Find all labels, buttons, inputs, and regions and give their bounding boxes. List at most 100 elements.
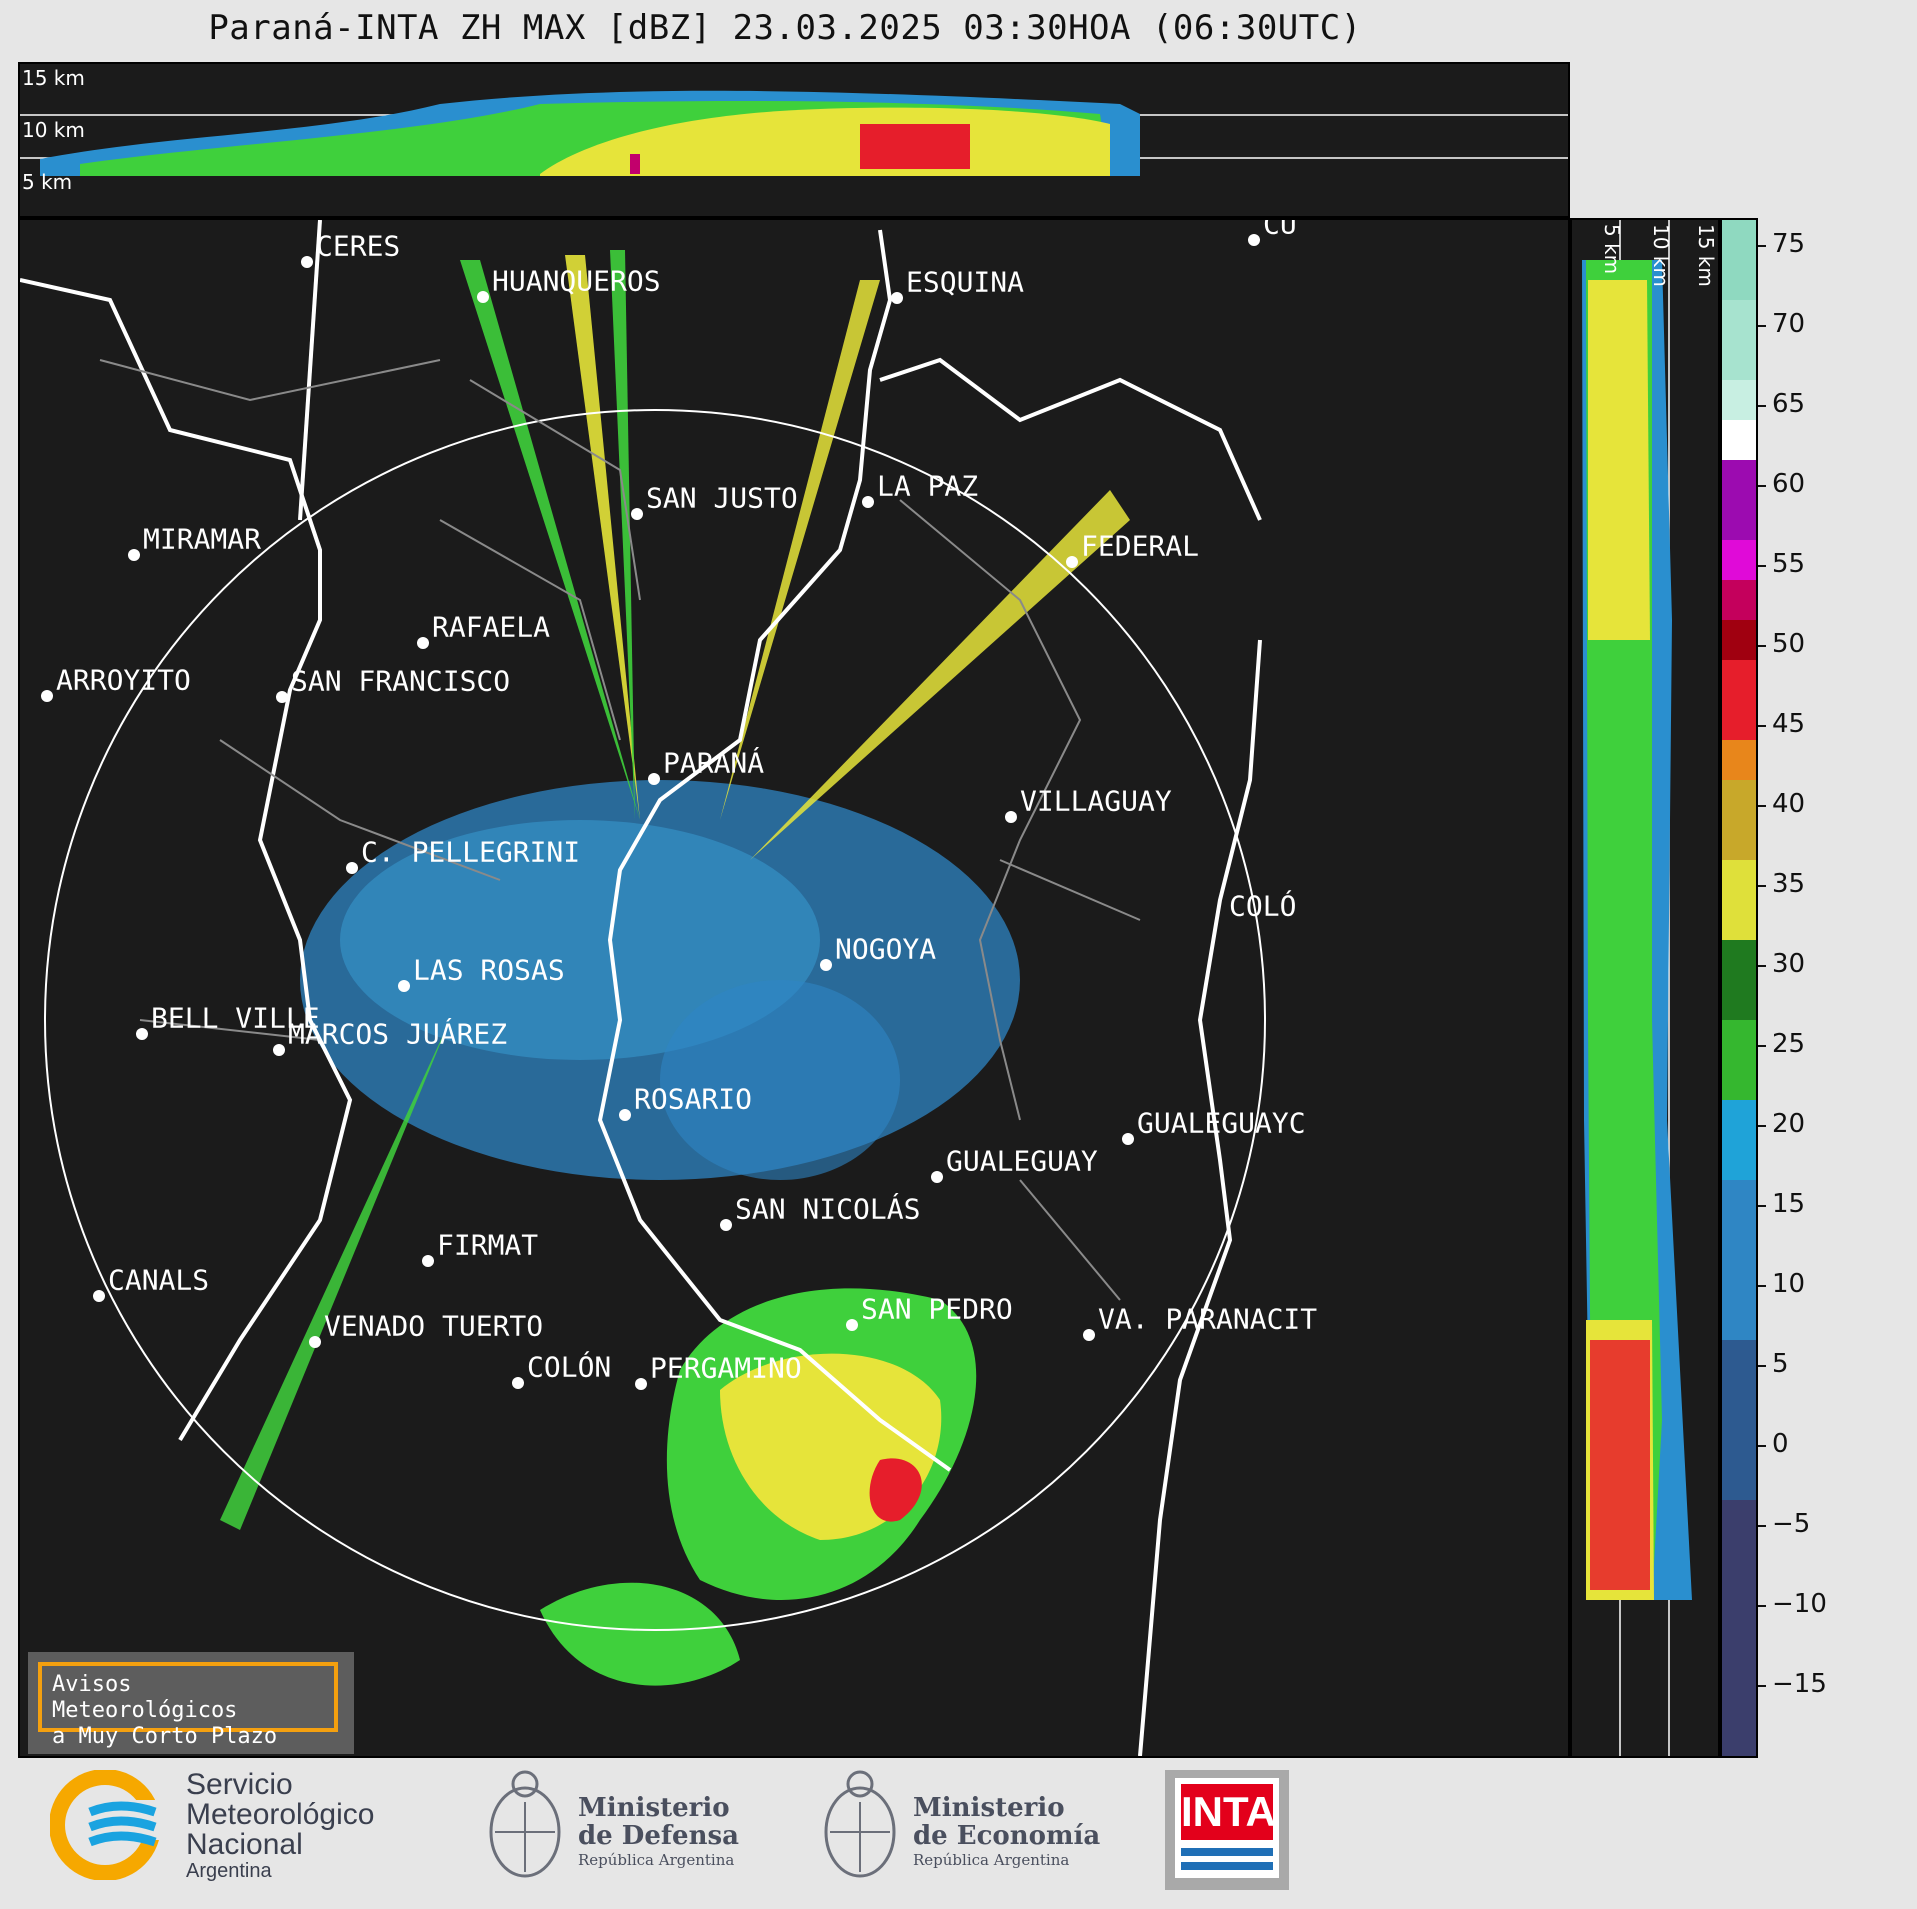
city-dot — [417, 637, 429, 649]
colorbar-label: −15 — [1772, 1669, 1827, 1699]
colorbar-label: 0 — [1772, 1429, 1789, 1459]
colorbar-label: 10 — [1772, 1269, 1806, 1299]
colorbar-tick — [1758, 1365, 1766, 1367]
colorbar-label: 45 — [1772, 709, 1806, 739]
city-label-marcos-juarez: MARCOS JUÁREZ — [288, 1017, 508, 1051]
city-label-san-francisco: SAN FRANCISCO — [291, 664, 511, 698]
city-label-c-pellegrini: C. PELLEGRINI — [361, 835, 581, 869]
colorbar-tick — [1758, 405, 1766, 407]
city-dot — [512, 1377, 524, 1389]
colorbar-tick — [1758, 565, 1766, 567]
defensa-line-3: República Argentina — [578, 1851, 735, 1869]
city-dot — [309, 1336, 321, 1348]
city-dot — [862, 496, 874, 508]
plot-title: Paraná-INTA ZH MAX [dBZ] 23.03.2025 03:3… — [208, 8, 1362, 48]
height-label-10km: 10 km — [22, 118, 85, 142]
height-label-10km-side: 10 km — [1649, 224, 1673, 287]
argentina-shield-icon — [824, 1770, 896, 1878]
city-label-rosario: ROSARIO — [634, 1082, 753, 1116]
colorbar-label: 55 — [1772, 549, 1806, 579]
colorbar-tick — [1758, 1045, 1766, 1047]
city-dot — [820, 959, 832, 971]
colorbar-tick — [1758, 1205, 1766, 1207]
city-dot — [136, 1028, 148, 1040]
city-dot — [346, 862, 358, 874]
city-label-la-paz: LA PAZ — [877, 469, 979, 503]
colorbar-tick — [1758, 485, 1766, 487]
city-label-cu: CU — [1263, 218, 1297, 241]
city-label-nogoya: NOGOYA — [835, 932, 937, 966]
height-label-5km: 5 km — [22, 170, 73, 194]
city-dot — [846, 1319, 858, 1331]
city-dot — [422, 1255, 434, 1267]
city-dot — [1005, 811, 1017, 823]
smn-line-4: Argentina — [186, 1860, 272, 1882]
colorbar-label: 40 — [1772, 789, 1806, 819]
smn-logo: Servicio Meteorológico Nacional Argentin… — [50, 1770, 420, 1882]
colorbar-label: 75 — [1772, 229, 1806, 259]
city-label-rafaela: RAFAELA — [432, 610, 551, 644]
city-label-va-paranacit: VA. PARANACIT — [1098, 1302, 1318, 1336]
city-label-esquina: ESQUINA — [906, 265, 1025, 299]
height-label-15km: 15 km — [22, 66, 85, 90]
height-label-5km-side: 5 km — [1600, 224, 1624, 275]
aviso-box: Avisos Meteorológicos a Muy Corto Plazo — [28, 1652, 354, 1754]
colorbar-label: 25 — [1772, 1029, 1806, 1059]
top-cross-section-plot — [20, 90, 1568, 176]
city-label-huanqueros: HUANQUEROS — [492, 264, 661, 298]
colorbar-label: 5 — [1772, 1349, 1789, 1379]
city-label-venado-tuerto: VENADO TUERTO — [324, 1309, 544, 1343]
colorbar-label: 60 — [1772, 469, 1806, 499]
city-label-gualeguayc: GUALEGUAYC — [1137, 1106, 1306, 1140]
economia-line-1: Ministerio — [913, 1793, 1065, 1823]
city-label-miramar: MIRAMAR — [143, 522, 262, 556]
city-dot — [128, 549, 140, 561]
colorbar-tick — [1758, 1285, 1766, 1287]
city-label-colon: COLÓN — [527, 1350, 612, 1384]
city-dot — [477, 291, 489, 303]
city-dot — [1066, 556, 1078, 568]
side-cross-section-plot — [1582, 220, 1692, 1756]
economia-line-3: República Argentina — [913, 1851, 1070, 1869]
city-label-bell-ville: BELL VILLE — [151, 1001, 320, 1035]
argentina-shield-icon — [489, 1770, 561, 1878]
colorbar-label: 30 — [1772, 949, 1806, 979]
city-label-san-justo: SAN JUSTO — [646, 481, 798, 515]
city-label-villaguay: VILLAGUAY — [1020, 784, 1172, 818]
city-label-san-nicolas: SAN NICOLÁS — [735, 1192, 921, 1226]
city-dot — [301, 256, 313, 268]
city-label-gualeguay: GUALEGUAY — [946, 1144, 1098, 1178]
colorbar-tick — [1758, 1685, 1766, 1687]
height-label-15km-side: 15 km — [1694, 224, 1718, 287]
city-dot — [276, 691, 288, 703]
city-label-pergamino: PERGAMINO — [650, 1351, 802, 1385]
radar-reflectivity-map — [20, 220, 1266, 1756]
colorbar-tick — [1758, 885, 1766, 887]
inta-logo: INTA — [1165, 1770, 1289, 1890]
colorbar-tick — [1758, 965, 1766, 967]
reflectivity-colorbar — [1720, 218, 1758, 1758]
city-label-firmat: FIRMAT — [437, 1228, 539, 1262]
defensa-logo: Ministerio de Defensa República Argentin… — [480, 1762, 760, 1892]
city-dot — [1248, 234, 1260, 246]
city-label-canals: CANALS — [108, 1263, 210, 1297]
colorbar-label: −10 — [1772, 1589, 1827, 1619]
colorbar-tick — [1758, 325, 1766, 327]
colorbar-label: 15 — [1772, 1189, 1806, 1219]
aviso-line-2: a Muy Corto Plazo — [52, 1724, 278, 1749]
colorbar-tick — [1758, 1445, 1766, 1447]
city-dot — [635, 1378, 647, 1390]
colorbar-tick — [1758, 645, 1766, 647]
top-cross-section-panel: 15 km 10 km 5 km — [18, 62, 1570, 218]
side-cross-section-panel: 5 km 10 km 15 km — [1570, 218, 1720, 1758]
city-dot — [273, 1044, 285, 1056]
colorbar-label: 70 — [1772, 309, 1806, 339]
city-label-ceres: CERES — [316, 229, 401, 263]
colorbar-tick — [1758, 1125, 1766, 1127]
colorbar-label: −5 — [1772, 1509, 1811, 1539]
city-label-las-rosas: LAS ROSAS — [413, 953, 565, 987]
colorbar-label: 50 — [1772, 629, 1806, 659]
smn-line-2: Meteorológico — [186, 1798, 375, 1831]
aviso-inner-box: Avisos Meteorológicos a Muy Corto Plazo — [38, 1662, 338, 1749]
radar-map-panel: CERES HUANQUEROS ESQUINA CU SAN JUSTO LA… — [18, 218, 1570, 1758]
